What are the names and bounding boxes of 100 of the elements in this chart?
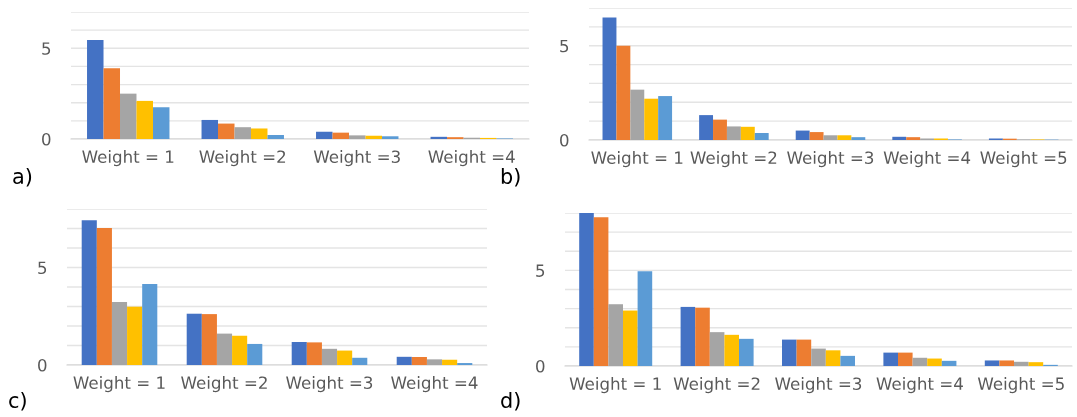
bar [1028,362,1044,366]
bar [365,135,382,139]
bar [726,126,741,140]
bar [411,357,427,365]
bar [96,227,112,365]
bar [837,135,852,140]
bar [912,357,928,366]
x-tick-label: Weight =5 [980,151,1067,168]
bar [630,89,645,140]
x-tick-label: Weight =2 [690,151,777,168]
bar [840,355,855,366]
bar [111,302,128,365]
x-tick-label: Weight =4 [876,377,963,394]
text: d) [501,391,520,411]
x-tick-label: Weight =4 [883,151,971,168]
bar [695,307,710,366]
x-tick-label: Weight =5 [977,377,1064,394]
x-tick-label: Weight =3 [775,377,862,394]
bar [898,352,913,366]
bar [754,133,769,140]
text: c) [9,391,26,411]
bar [332,132,350,139]
bar [381,136,399,139]
bar [602,17,617,140]
bar [267,135,284,139]
bar [623,310,638,366]
bar [232,335,248,365]
y-tick-label: 0 [536,359,545,373]
text: b) [501,167,520,187]
bar [120,93,137,139]
bar [796,339,812,366]
x-tick-label: Weight =2 [199,150,286,167]
bar [234,127,251,139]
bar [321,348,338,365]
bar [593,217,609,366]
bar [941,360,957,366]
bar [87,40,104,139]
bar [103,68,121,139]
bar [892,136,907,140]
bar [883,352,898,366]
bar [637,271,653,366]
x-tick-label: Weight =2 [673,377,760,394]
bar [984,360,1000,366]
bar [152,107,170,139]
x-tick-label: Weight =3 [313,150,400,167]
x-tick-label: Weight = 1 [569,377,661,394]
bar [218,123,235,139]
text: a) [13,167,32,187]
bar [739,338,754,366]
bar [352,357,368,365]
bar [81,220,97,365]
bar [699,115,714,140]
x-tick-label: Weight =3 [286,376,373,393]
bar [608,304,623,366]
y-tick-label: 0 [560,133,569,147]
bar [809,132,824,140]
x-tick-label: Weight =4 [428,150,515,167]
x-tick-label: Weight = 1 [591,151,683,168]
y-tick-label: 5 [536,264,545,277]
bar [713,119,727,140]
bar [306,342,322,365]
bar [316,131,333,139]
bar [999,360,1014,366]
bar [426,359,443,365]
bar [1014,361,1029,366]
bar [906,137,921,140]
bar [823,135,838,140]
bar [142,284,158,365]
bar [186,313,202,365]
bar [201,314,217,365]
bar [250,128,268,139]
bar [927,358,942,366]
bar [724,334,739,366]
bar [337,350,353,365]
bar [782,339,797,366]
bar [795,130,810,140]
bar [644,98,659,140]
bar [396,356,412,365]
bar [442,359,458,365]
bar [349,135,366,139]
bar [216,333,233,365]
bar [616,45,631,140]
bar [136,100,153,139]
x-tick-label: Weight = 1 [73,376,165,393]
bar [247,343,263,365]
x-tick-label: Weight =3 [787,151,874,168]
x-tick-label: Weight =4 [391,376,478,393]
bar [740,126,755,140]
bar [127,306,143,365]
y-tick-label: 5 [42,42,51,55]
y-tick-label: 5 [38,261,47,275]
bar [579,213,594,366]
bar [811,348,826,366]
bar [825,350,841,366]
y-tick-label: 0 [42,132,51,146]
bar [851,137,866,140]
y-tick-label: 5 [560,39,569,53]
bar [201,119,219,139]
x-tick-label: Weight = 1 [82,150,174,167]
bar [291,341,307,365]
